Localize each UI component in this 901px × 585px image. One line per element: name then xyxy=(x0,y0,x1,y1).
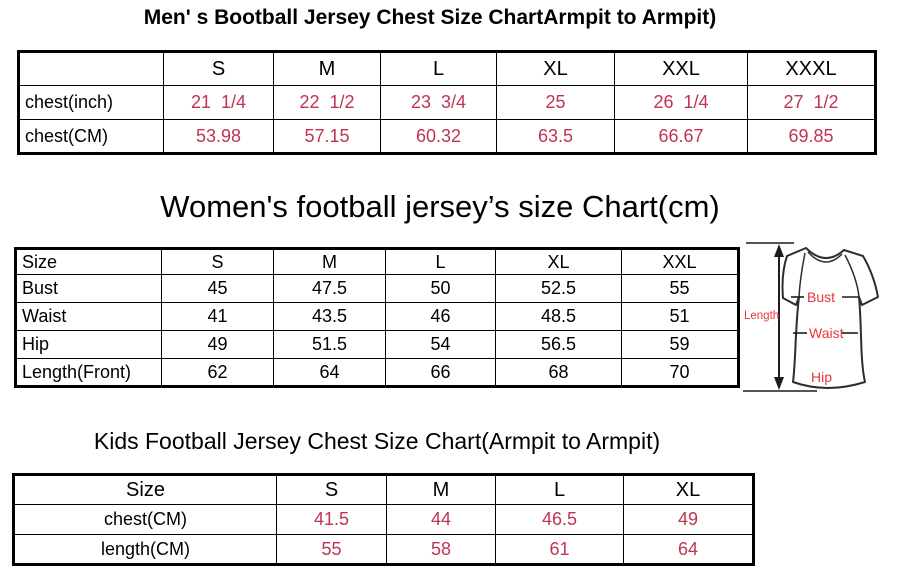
kids-header-row: Size S M L XL xyxy=(13,474,754,505)
womens-col-header-xxl: XXL xyxy=(621,248,739,275)
tshirt-outline xyxy=(781,247,879,389)
kids-length-row: length(CM) 55 58 61 64 xyxy=(13,534,754,565)
kids-chart-title: Kids Football Jersey Chest Size Chart(Ar… xyxy=(93,428,661,454)
womens-col-header-size: Size xyxy=(15,248,162,275)
womens-hip-row: Hip 49 51.5 54 56.5 59 xyxy=(15,330,739,359)
mens-col-header-m: M xyxy=(273,51,381,86)
kids-size-table: Size S M L XL chest(CM) 41.5 44 46.5 49 … xyxy=(12,473,755,566)
cell-value: 53.98 xyxy=(163,119,274,154)
row-label: Waist xyxy=(15,302,162,331)
cell-value: 43.5 xyxy=(273,302,386,331)
cell-value: 41.5 xyxy=(276,504,387,535)
length-arrow xyxy=(774,244,784,390)
row-label: Bust xyxy=(15,274,162,303)
left-sleeve-seam xyxy=(798,252,806,298)
cell-value: 41 xyxy=(161,302,274,331)
hip-label: Hip xyxy=(811,369,832,385)
row-label: chest(inch) xyxy=(18,85,164,120)
womens-length-row: Length(Front) 62 64 66 68 70 xyxy=(15,358,739,387)
cell-value: 64 xyxy=(623,534,754,565)
row-label: chest(CM) xyxy=(13,504,277,535)
cell-value: 61 xyxy=(495,534,624,565)
womens-col-header-m: M xyxy=(273,248,386,275)
cell-value: 57.15 xyxy=(273,119,381,154)
kids-chest-row: chest(CM) 41.5 44 46.5 49 xyxy=(13,504,754,535)
womens-bust-row: Bust 45 47.5 50 52.5 55 xyxy=(15,274,739,303)
womens-size-table: Size S M L XL XXL Bust 45 47.5 50 52.5 5… xyxy=(14,247,740,388)
cell-value: 44 xyxy=(386,504,496,535)
cell-value: 68 xyxy=(495,358,622,387)
cell-value: 46 xyxy=(385,302,496,331)
cell-value: 56.5 xyxy=(495,330,622,359)
mens-chart-title: Men' s Bootball Jersey Chest Size ChartA… xyxy=(143,6,717,29)
womens-waist-row: Waist 41 43.5 46 48.5 51 xyxy=(15,302,739,331)
cell-value: 25 xyxy=(496,85,615,120)
cell-value: 22 1/2 xyxy=(273,85,381,120)
cell-value: 47.5 xyxy=(273,274,386,303)
cell-value: 52.5 xyxy=(495,274,622,303)
right-sleeve-seam xyxy=(844,254,860,298)
cell-value: 51 xyxy=(621,302,739,331)
cell-value: 26 1/4 xyxy=(614,85,748,120)
womens-chart-title: Women's football jersey’s size Chart(cm) xyxy=(160,189,720,224)
mens-col-header-blank xyxy=(18,51,164,86)
mens-chest-inch-row: chest(inch) 21 1/4 22 1/2 23 3/4 25 26 1… xyxy=(18,85,876,120)
womens-col-header-s: S xyxy=(161,248,274,275)
mens-col-header-s: S xyxy=(163,51,274,86)
mens-col-header-xxxl: XXXL xyxy=(747,51,876,86)
row-label: Hip xyxy=(15,330,162,359)
kids-col-header-l: L xyxy=(495,474,624,505)
cell-value: 54 xyxy=(385,330,496,359)
row-label: Length(Front) xyxy=(15,358,162,387)
mens-col-header-xl: XL xyxy=(496,51,615,86)
cell-value: 66 xyxy=(385,358,496,387)
cell-value: 62 xyxy=(161,358,274,387)
collar-inner-line xyxy=(807,251,843,263)
kids-col-header-xl: XL xyxy=(623,474,754,505)
cell-value: 58 xyxy=(386,534,496,565)
mens-size-table: S M L XL XXL XXXL chest(inch) 21 1/4 22 … xyxy=(17,50,877,155)
mens-header-row: S M L XL XXL XXXL xyxy=(18,51,876,86)
cell-value: 48.5 xyxy=(495,302,622,331)
cell-value: 49 xyxy=(161,330,274,359)
womens-header-row: Size S M L XL XXL xyxy=(15,248,739,275)
cell-value: 63.5 xyxy=(496,119,615,154)
cell-value: 60.32 xyxy=(380,119,497,154)
cell-value: 66.67 xyxy=(614,119,748,154)
cell-value: 45 xyxy=(161,274,274,303)
cell-value: 55 xyxy=(276,534,387,565)
cell-value: 64 xyxy=(273,358,386,387)
tshirt-measurement-diagram: Length Bust Waist Hip xyxy=(743,242,879,392)
cell-value: 70 xyxy=(621,358,739,387)
womens-col-header-l: L xyxy=(385,248,496,275)
kids-col-header-m: M xyxy=(386,474,496,505)
cell-value: 27 1/2 xyxy=(747,85,876,120)
cell-value: 51.5 xyxy=(273,330,386,359)
kids-col-header-size: Size xyxy=(13,474,277,505)
kids-col-header-s: S xyxy=(276,474,387,505)
length-label: Length xyxy=(744,310,779,322)
row-label: chest(CM) xyxy=(18,119,164,154)
waist-label: Waist xyxy=(809,325,844,341)
mens-chest-cm-row: chest(CM) 53.98 57.15 60.32 63.5 66.67 6… xyxy=(18,119,876,154)
cell-value: 46.5 xyxy=(495,504,624,535)
cell-value: 50 xyxy=(385,274,496,303)
cell-value: 55 xyxy=(621,274,739,303)
cell-value: 59 xyxy=(621,330,739,359)
cell-value: 23 3/4 xyxy=(380,85,497,120)
womens-col-header-xl: XL xyxy=(495,248,622,275)
cell-value: 49 xyxy=(623,504,754,535)
row-label: length(CM) xyxy=(13,534,277,565)
bust-label: Bust xyxy=(807,289,835,305)
mens-col-header-xxl: XXL xyxy=(614,51,748,86)
cell-value: 69.85 xyxy=(747,119,876,154)
cell-value: 21 1/4 xyxy=(163,85,274,120)
mens-col-header-l: L xyxy=(380,51,497,86)
